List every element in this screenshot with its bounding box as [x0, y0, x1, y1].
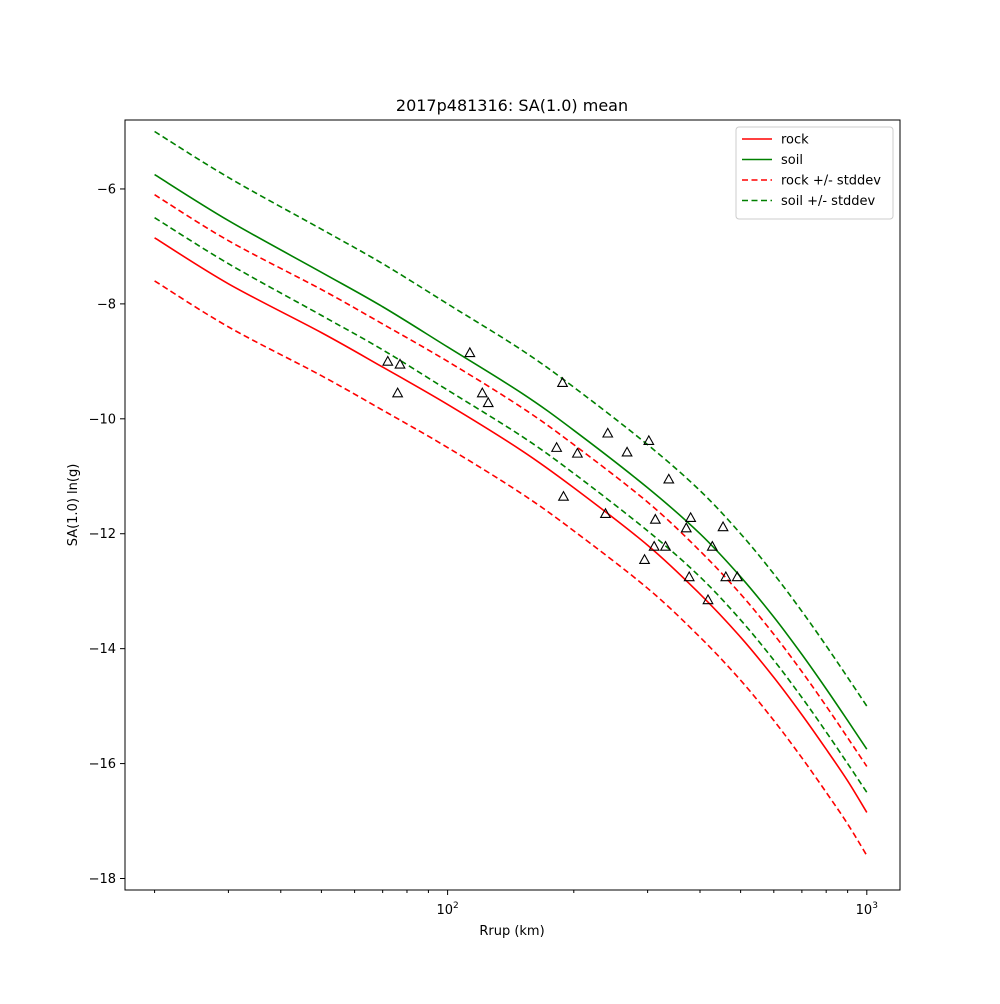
legend-label: rock — [781, 133, 809, 148]
legend-label: soil +/- stddev — [781, 194, 876, 209]
observation-point — [663, 473, 675, 484]
x-tick-base: 10 — [856, 903, 873, 918]
observation-point — [706, 540, 719, 551]
x-tick-label: 102 — [436, 901, 458, 918]
observation-point — [683, 570, 695, 582]
observation-point — [482, 396, 494, 408]
series-line-3 — [154, 280, 868, 856]
x-axis: 102 103 — [154, 890, 878, 918]
observation-point — [643, 434, 655, 446]
chart-title: 2017p481316: SA(1.0) mean — [396, 96, 628, 115]
observation-point — [638, 553, 651, 564]
y-tick-label: −16 — [89, 757, 116, 772]
plot-lines — [154, 130, 868, 856]
plot-points — [382, 346, 744, 605]
x-tick-base: 10 — [436, 903, 453, 918]
observation-point — [382, 355, 394, 366]
series-line-4 — [154, 217, 868, 793]
legend: rock soil rock +/- stddev soil +/- stddev — [735, 126, 894, 220]
x-tick-exponent: 3 — [872, 901, 878, 911]
y-tick-label: −14 — [89, 642, 116, 657]
observation-point — [717, 520, 729, 532]
observation-point — [649, 513, 662, 524]
y-axis: −18 −16 −14 −12 −10 −8 −6 — [89, 182, 125, 887]
observation-point — [648, 540, 660, 551]
observation-point — [556, 376, 569, 387]
y-tick-label: −18 — [89, 872, 116, 887]
observation-point — [621, 446, 633, 457]
observation-point — [394, 358, 406, 369]
observation-point — [464, 346, 476, 358]
observation-point — [391, 387, 404, 398]
legend-box — [735, 126, 894, 220]
observation-point — [684, 511, 697, 523]
observation-point — [602, 427, 614, 438]
legend-label: rock +/- stddev — [781, 174, 881, 189]
series-line-5 — [154, 130, 868, 707]
y-tick-label: −8 — [97, 297, 116, 312]
x-tick-label: 103 — [856, 901, 878, 918]
plot-frame — [124, 119, 901, 891]
x-axis-label: Rrup (km) — [479, 924, 544, 939]
series-line-2 — [154, 194, 868, 767]
observation-point — [731, 570, 744, 582]
observation-point — [659, 540, 672, 551]
observation-point — [680, 522, 693, 533]
x-tick-exponent: 2 — [453, 901, 459, 911]
y-tick-label: −12 — [89, 527, 116, 542]
observation-point — [557, 490, 570, 501]
observation-point — [550, 441, 563, 452]
y-tick-label: −6 — [97, 182, 116, 197]
observation-point — [599, 507, 612, 519]
y-tick-label: −10 — [89, 412, 116, 427]
observation-point — [476, 387, 489, 398]
series-line-0 — [154, 237, 868, 813]
legend-label: soil — [781, 153, 803, 168]
y-axis-label: SA(1.0) ln(g) — [66, 464, 81, 547]
observation-point — [720, 570, 732, 582]
observation-point — [702, 593, 714, 605]
series-line-1 — [154, 173, 868, 750]
observation-point — [571, 447, 584, 458]
